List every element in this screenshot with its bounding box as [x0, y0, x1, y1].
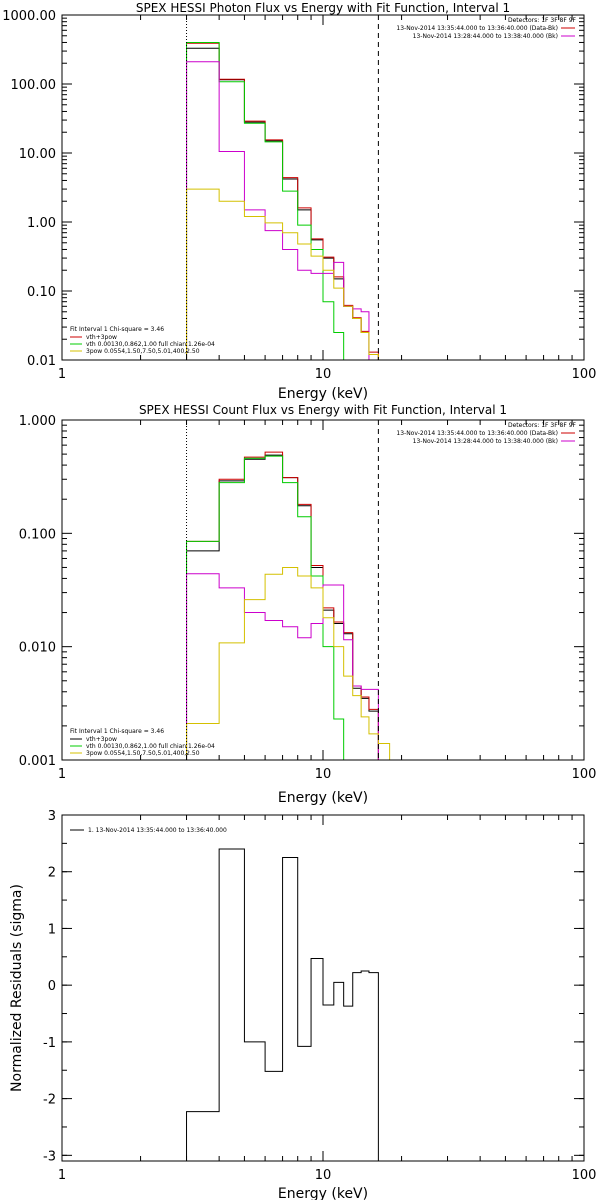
series-line-1: [186, 47, 379, 360]
series-group: [186, 848, 379, 1161]
series-line-1: [186, 454, 379, 760]
x-tick-label: 1: [58, 1168, 66, 1183]
y-tick-label: -2: [43, 1093, 56, 1108]
series-line-5: [186, 566, 403, 760]
legend-residual-entry: 1. 13-Nov-2014 13:35:44.000 to 13:36:40.…: [88, 827, 227, 834]
series-line-2: [186, 42, 379, 360]
chart-panel-2: 1 10 100 0.001 0.010 0.100 1.000 SPEX HESSI Cou…: [19, 403, 597, 806]
x-tick-label: 100: [572, 367, 597, 382]
legend-interval-entry: 13-Nov-2014 13:28:44.000 to 13:38:40.000…: [413, 33, 558, 40]
legend-fit-entry: vth+3pow: [86, 736, 117, 743]
legend-interval-entry: 13-Nov-2014 13:35:44.000 to 13:36:40.000…: [396, 430, 558, 437]
series-line-3: [186, 455, 345, 760]
legend-fit-title: Fit Interval 1 Chi-square = 3.46: [70, 326, 164, 333]
y-tick-label: 0: [48, 979, 56, 994]
y-tick-label: 1.000: [19, 414, 56, 429]
y-tick-label: 3: [48, 809, 56, 824]
x-axis-label: Energy (keV): [278, 386, 368, 402]
x-tick-label: 1: [58, 767, 66, 782]
y-tick-label: 1: [48, 922, 56, 937]
legend-fit-entry: 3pow 0.0554,1.50,7.50,5.01,400,2.50: [86, 348, 200, 355]
x-tick-label: 1: [58, 367, 66, 382]
y-tick-label: 0.100: [19, 527, 56, 542]
series-line-1: [186, 848, 379, 1161]
x-axis-label: Energy (keV): [278, 790, 368, 806]
y-tick-label: -3: [43, 1149, 56, 1164]
y-axis-label: Normalized Residuals (sigma): [9, 884, 25, 1092]
series-line-5: [186, 188, 379, 360]
y-tick-label: -1: [43, 1036, 56, 1051]
legend-detectors: Detectors: 1F 3F 8F 9F: [508, 422, 577, 429]
x-tick-label: 100: [572, 1168, 597, 1183]
y-tick-label: 0.10: [27, 285, 56, 300]
series-line-4: [186, 61, 370, 360]
plot-frame: [61, 14, 585, 361]
chart-title: SPEX HESSI Photon Flux vs Energy with Fi…: [136, 1, 510, 15]
legend-fit-entry: 3pow 0.0554,1.50,7.50,5.01,400,2.50: [86, 750, 200, 757]
x-tick-label: 10: [315, 1168, 332, 1183]
y-tick-label: 10.00: [19, 147, 56, 162]
y-tick-label: 0.01: [27, 354, 56, 369]
chart-panel-1: 1 10 100 0.01 0.10 1.00 10.00 100.00 1000.00 SPEX…: [2, 1, 596, 402]
series-line-2: [186, 451, 379, 760]
y-tick-label: 0.001: [19, 754, 56, 769]
series-line-4: [186, 573, 379, 760]
legend-fit-title: Fit Interval 1 Chi-square = 3.46: [70, 728, 164, 735]
y-tick-label: 0.010: [19, 641, 56, 656]
y-tick-label: 1000.00: [2, 9, 56, 24]
x-tick-label: 10: [315, 367, 332, 382]
y-tick-label: 1.00: [27, 216, 56, 231]
chart-title: SPEX HESSI Count Flux vs Energy with Fit…: [139, 403, 507, 417]
legend-fit-entry: vth 0.00130,0.862,1.00 full chian 1.26e-…: [86, 743, 215, 750]
chart-panel-3: 1 10 100 -3 -2 -1 0 1 2 3 Energy (keV) Normalized R…: [9, 809, 596, 1200]
series-group: [186, 451, 403, 760]
y-tick-label: 2: [48, 866, 56, 881]
legend-interval-entry: 13-Nov-2014 13:28:44.000 to 13:38:40.000…: [413, 438, 558, 445]
y-tick-label: 100.00: [11, 78, 57, 93]
series-line-3: [186, 41, 345, 360]
series-group: [186, 41, 379, 360]
legend-detectors: Detectors: 1F 3F 8F 9F: [508, 17, 577, 24]
x-tick-label: 10: [315, 767, 332, 782]
x-tick-label: 100: [572, 767, 597, 782]
legend-fit-entry: vth 0.00130,0.862,1.00 full chian 1.26e-…: [86, 341, 215, 348]
legend-interval-entry: 13-Nov-2014 13:35:44.000 to 13:36:40.000…: [396, 25, 558, 32]
x-axis-label: Energy (keV): [278, 1186, 368, 1200]
legend-fit-entry: vth+3pow: [86, 334, 117, 341]
